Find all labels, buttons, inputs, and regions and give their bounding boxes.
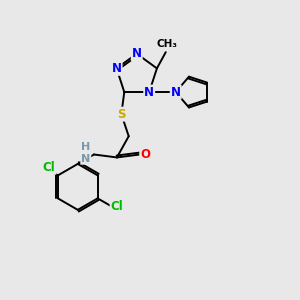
Text: CH₃: CH₃ xyxy=(157,39,178,49)
Text: N: N xyxy=(171,85,181,99)
Text: N: N xyxy=(112,62,122,75)
Text: Cl: Cl xyxy=(43,161,56,174)
Text: N: N xyxy=(132,47,142,60)
Text: O: O xyxy=(140,148,150,161)
Text: S: S xyxy=(117,108,126,121)
Text: Cl: Cl xyxy=(111,200,123,213)
Text: N: N xyxy=(144,85,154,99)
Text: H
N: H N xyxy=(81,142,90,164)
